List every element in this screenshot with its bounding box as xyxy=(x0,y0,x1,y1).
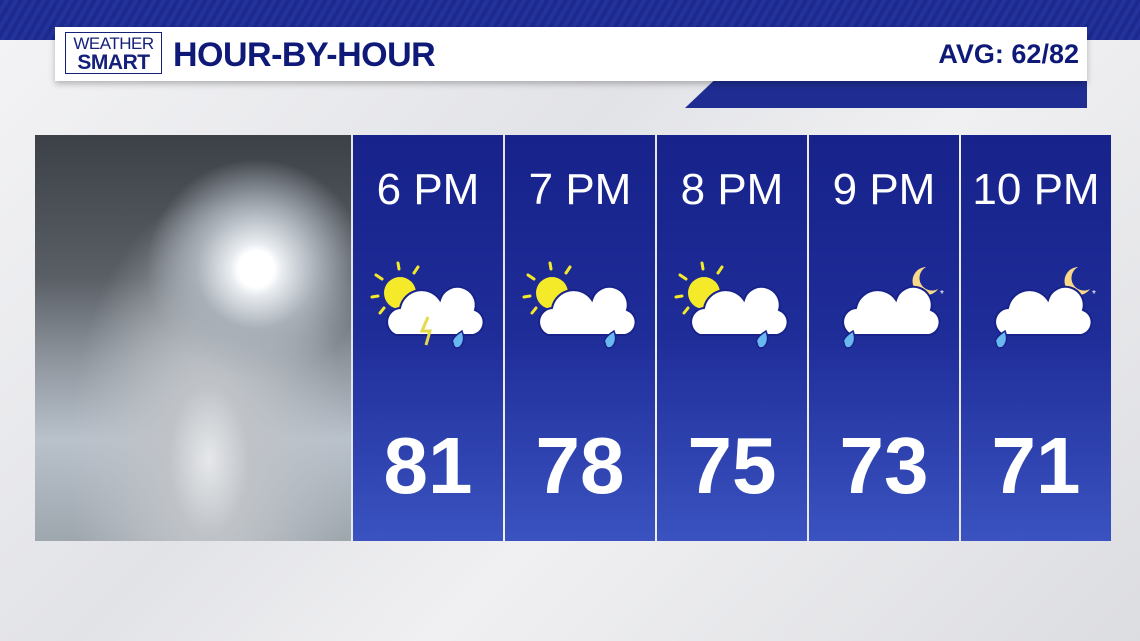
hour-time: 9 PM xyxy=(832,165,936,214)
hour-temp: 81 xyxy=(383,421,473,510)
svg-text:*: * xyxy=(940,289,944,300)
hour-time: 10 PM xyxy=(972,165,1100,214)
hour-column: 8 PM 75 xyxy=(657,135,807,541)
hour-time: 7 PM xyxy=(528,165,632,214)
svg-text:*: * xyxy=(1092,289,1096,300)
sky-photo xyxy=(35,135,351,541)
hour-temp: 78 xyxy=(535,421,625,510)
hour-column: 6 PM 81 xyxy=(353,135,503,541)
hour-column: 7 PM 78 xyxy=(505,135,655,541)
hour-time: 8 PM xyxy=(680,165,784,214)
sun-cloud-rain-icon xyxy=(522,261,637,349)
moon-cloud-rain-icon: * xyxy=(994,267,1096,349)
logo-line1: WEATHER xyxy=(73,34,154,53)
sun-cloud-thunder-rain-icon xyxy=(370,261,485,349)
weather-smart-logo: WEATHER SMART xyxy=(65,32,162,74)
logo-line2: SMART xyxy=(77,51,150,74)
header-bar: WEATHER SMART HOUR-BY-HOUR AVG: 62/82 xyxy=(55,27,1087,81)
hour-time: 6 PM xyxy=(376,165,480,214)
moon-cloud-rain-icon: * xyxy=(842,267,944,349)
hour-column: 9 PM * 73 xyxy=(809,135,959,541)
hour-temp: 73 xyxy=(839,421,929,510)
hour-temp: 75 xyxy=(687,421,777,510)
hour-column: 10 PM * 71 xyxy=(961,135,1111,541)
page-title: HOUR-BY-HOUR xyxy=(173,36,436,74)
hour-temp: 71 xyxy=(991,421,1081,510)
sun-cloud-rain-icon xyxy=(674,261,789,349)
average-temps: AVG: 62/82 xyxy=(938,39,1079,69)
